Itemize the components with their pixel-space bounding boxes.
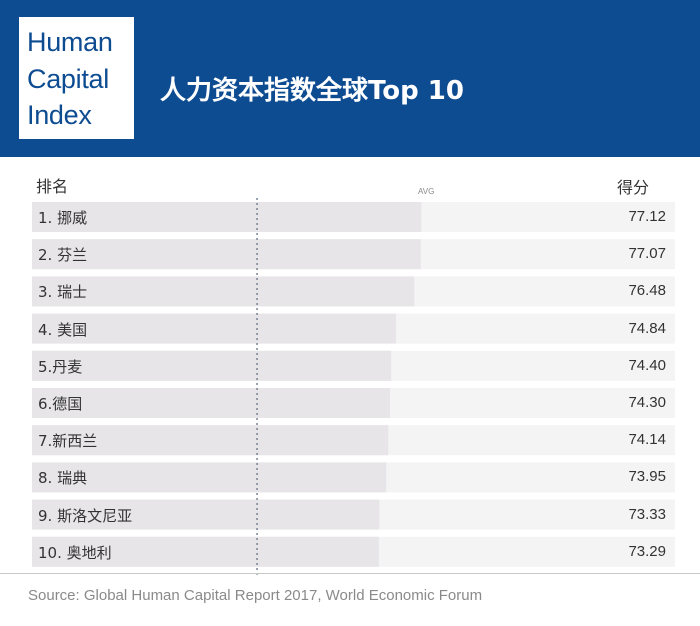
score-label: 76.48 <box>628 282 666 300</box>
country-label: 8. 瑞典 <box>38 469 88 488</box>
logo-line-3: Index <box>27 100 92 130</box>
score-label: 73.29 <box>628 542 666 560</box>
bar <box>32 313 397 344</box>
country-label: 5.丹麦 <box>38 357 83 376</box>
score-label: 73.95 <box>628 468 666 486</box>
score-column-header: 得分 <box>617 178 650 197</box>
logo-line-1: Human <box>27 27 113 57</box>
score-label: 73.33 <box>628 505 666 523</box>
score-label: 74.84 <box>628 319 666 337</box>
human-capital-index-logo: Human Capital Index <box>19 17 134 139</box>
score-label: 74.14 <box>628 431 666 449</box>
bar <box>32 202 422 232</box>
logo-line-2: Capital <box>27 64 109 94</box>
average-label: AVG <box>418 187 435 196</box>
footer-divider <box>0 573 700 574</box>
country-label: 9. 斯洛文尼亚 <box>38 506 133 525</box>
country-label: 1. 挪威 <box>38 209 88 227</box>
bar <box>32 350 392 381</box>
country-label: 10. 奥地利 <box>38 543 112 562</box>
source-note: Source: Global Human Capital Report 2017… <box>28 587 483 604</box>
bar <box>32 239 421 270</box>
score-label: 74.40 <box>628 356 666 374</box>
page-title: 人力资本指数全球Top 10 <box>160 76 464 106</box>
bar <box>32 536 379 567</box>
country-label: 4. 美国 <box>38 320 88 339</box>
country-label: 2. 芬兰 <box>38 246 88 265</box>
bar <box>32 276 415 307</box>
country-label: 3. 瑞士 <box>38 283 88 302</box>
score-label: 77.07 <box>628 245 666 263</box>
bar <box>32 425 389 456</box>
header-banner: Human Capital Index 人力资本指数全球Top 10 <box>0 0 700 157</box>
bar <box>32 499 380 530</box>
score-label: 77.12 <box>628 208 666 225</box>
rank-column-header: 排名 <box>36 177 69 196</box>
score-label: 74.30 <box>628 394 666 411</box>
bar <box>32 462 387 493</box>
country-label: 7.新西兰 <box>38 432 98 451</box>
bar <box>32 388 391 418</box>
country-label: 6.德国 <box>38 395 83 413</box>
